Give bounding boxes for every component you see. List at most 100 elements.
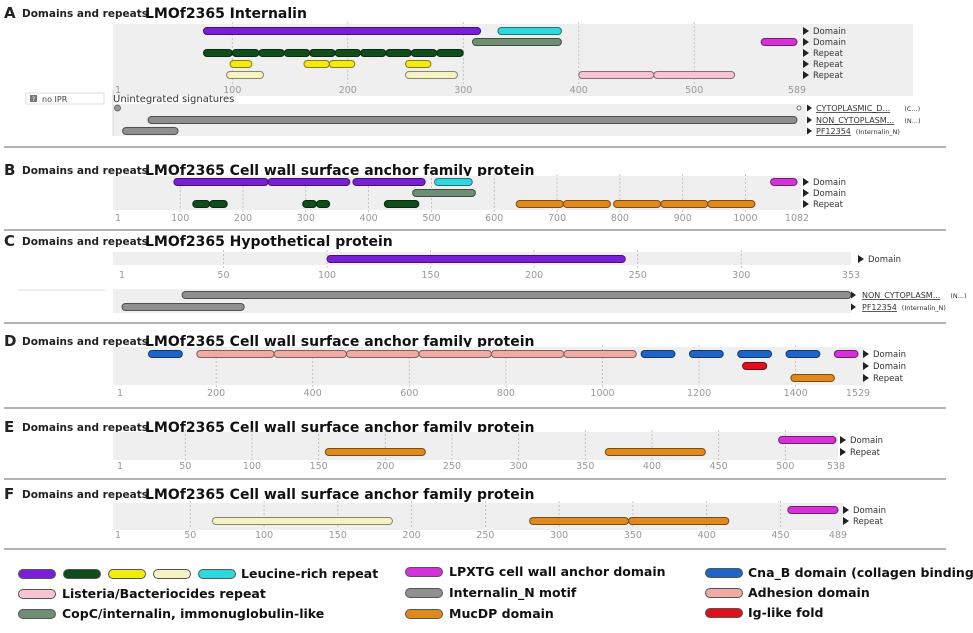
track-background [113, 432, 838, 460]
feature-internalin-n [147, 116, 798, 124]
track-arrow-icon [858, 255, 864, 263]
tick-label: 400 [643, 461, 661, 472]
tick-label: 1529 [846, 388, 870, 399]
feature-leucine-darkgreen [334, 49, 362, 57]
track-arrow-icon [803, 189, 809, 197]
legend-label-ig-like: Ig-like fold [748, 605, 824, 620]
legend-label-adhesion: Adhesion domain [748, 585, 870, 600]
signature-desc: (C...) [904, 105, 920, 113]
track-arrow-icon [803, 200, 809, 208]
tick-label: 50 [184, 530, 196, 541]
track-arrow-icon [803, 60, 809, 68]
feature-cna-b-blue [737, 350, 773, 358]
feature-lpxtg-magenta [787, 506, 839, 514]
feature-leucine-darkgreen [202, 49, 233, 57]
tick-label: 350 [624, 530, 642, 541]
protein-title: LMOf2365 Cell wall surface anchor family… [145, 163, 534, 179]
panel-letter: B [4, 161, 15, 179]
no-ipr-box [25, 92, 105, 105]
feature-leucine-darkgreen [192, 200, 211, 208]
feature-mucdp-orange [790, 374, 835, 382]
feature-leucine-darkgreen [209, 200, 228, 208]
legend-label-lpxtg: LPXTG cell wall anchor domain [449, 564, 666, 579]
tick-label: 300 [510, 461, 528, 472]
signature-desc: (Internalin_N) [856, 128, 900, 136]
legend-swatch-leucine-5 [198, 569, 236, 579]
feature-leucine-cream [211, 517, 393, 525]
protein-title: LMOf2365 Cell wall surface anchor family… [145, 334, 534, 350]
feature-leucine-darkgreen [309, 49, 336, 57]
protein-title: LMOf2365 Hypothetical protein [145, 234, 393, 250]
feature-listeria-pink [653, 71, 736, 79]
tick-label: 100 [243, 461, 261, 472]
feature-leucine-darkgreen [302, 200, 317, 208]
signature-arrow-icon [807, 116, 812, 124]
section-label: Domains and repeats [22, 8, 148, 20]
feature-ig-like-red [742, 362, 768, 370]
feature-leucine-darkgreen [383, 200, 420, 208]
tick-label: 100 [255, 530, 273, 541]
feature-adhesion-salmon [490, 350, 565, 358]
feature-leucine-purple [352, 178, 426, 186]
tick-label: 800 [497, 388, 515, 399]
legend-label-mucdp: MucDP domain [449, 606, 554, 621]
no-ipr-label: no IPR [42, 95, 68, 104]
legend-swatch-ig-like [705, 608, 743, 618]
feature-adhesion-salmon [563, 350, 637, 358]
tick-label: 353 [842, 270, 860, 281]
feature-lpxtg-magenta [760, 38, 798, 46]
track-label: Domain [813, 178, 846, 188]
tick-label: 1000 [590, 388, 614, 399]
tick-label: 400 [698, 530, 716, 541]
tick-label: 1000 [733, 213, 757, 224]
track-label: Domain [873, 362, 906, 372]
tick-label: 538 [827, 461, 845, 472]
signature-arrow-icon [807, 127, 812, 135]
tick-label: 100 [223, 85, 241, 96]
track-label: Repeat [813, 71, 844, 81]
track-arrow-icon [803, 178, 809, 186]
feature-mucdp-orange [613, 200, 662, 208]
signature-id: NON_CYTOPLASM... [862, 291, 940, 300]
tick-label: 1 [115, 85, 121, 96]
tick-label: 300 [550, 530, 568, 541]
tick-label: 500 [422, 213, 440, 224]
tick-label: 1082 [785, 213, 809, 224]
feature-mucdp-orange [604, 448, 706, 456]
track-label: Repeat [850, 448, 881, 458]
feature-leucine-darkgreen [283, 49, 311, 57]
feature-internalin-n [121, 303, 245, 311]
tick-label: 600 [485, 213, 503, 224]
panel-letter: A [4, 4, 16, 22]
feature-adhesion-salmon [418, 350, 492, 358]
feature-mucdp-orange [515, 200, 564, 208]
feature-leucine-darkgreen [231, 49, 260, 57]
tick-label: 200 [403, 530, 421, 541]
tick-label: 200 [234, 213, 252, 224]
tick-label: 300 [454, 85, 472, 96]
feature-leucine-purple [267, 178, 351, 186]
tick-label: 150 [310, 461, 328, 472]
tick-label: 200 [207, 388, 225, 399]
unintegrated-label: Unintegrated signatures [113, 94, 234, 105]
feature-lpxtg-magenta [778, 436, 837, 444]
tick-label: 1 [117, 461, 123, 472]
feature-leucine-darkgreen [436, 49, 464, 57]
tick-label: 1400 [784, 388, 808, 399]
legend-label-copc: CopC/internalin, immonuglobulin-like [62, 606, 325, 621]
panel-letter: C [4, 232, 15, 250]
tick-label: 250 [476, 530, 494, 541]
legend-swatch-internalin-n [405, 588, 443, 598]
track-label: Repeat [813, 49, 844, 59]
feature-leucine-darkgreen [258, 49, 285, 57]
track-label: Domain [813, 27, 846, 37]
feature-leucine-yellow [229, 60, 253, 68]
feature-leucine-darkgreen [385, 49, 412, 57]
feature-lpxtg-magenta [770, 178, 798, 186]
section-label: Domains and repeats [22, 165, 148, 177]
feature-leucine-purple [326, 255, 626, 263]
legend-swatch-leucine-4 [153, 569, 191, 579]
legend-swatch-mucdp [405, 609, 443, 619]
